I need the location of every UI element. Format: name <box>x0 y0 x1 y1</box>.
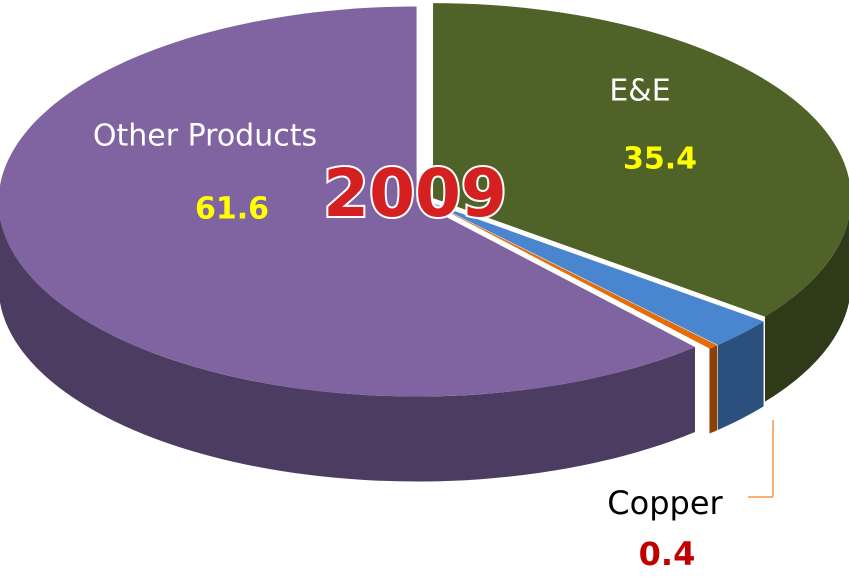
slice-label: Other Products <box>93 119 317 154</box>
slice-label: Copper <box>607 484 723 522</box>
slice <box>431 203 718 349</box>
value-label: 61.6 <box>195 192 269 227</box>
pie <box>0 3 849 482</box>
slice-side <box>0 217 695 482</box>
slice-label: E&E <box>609 74 670 109</box>
value-label: 35.4 <box>623 142 697 177</box>
slice-side <box>717 321 764 430</box>
slice-side <box>709 345 718 434</box>
slice-side <box>764 217 849 402</box>
value-label: 0.4 <box>639 535 696 573</box>
slice <box>431 202 764 345</box>
slice <box>0 6 695 397</box>
chart-title: 2009 <box>323 155 507 232</box>
slice <box>433 3 849 317</box>
